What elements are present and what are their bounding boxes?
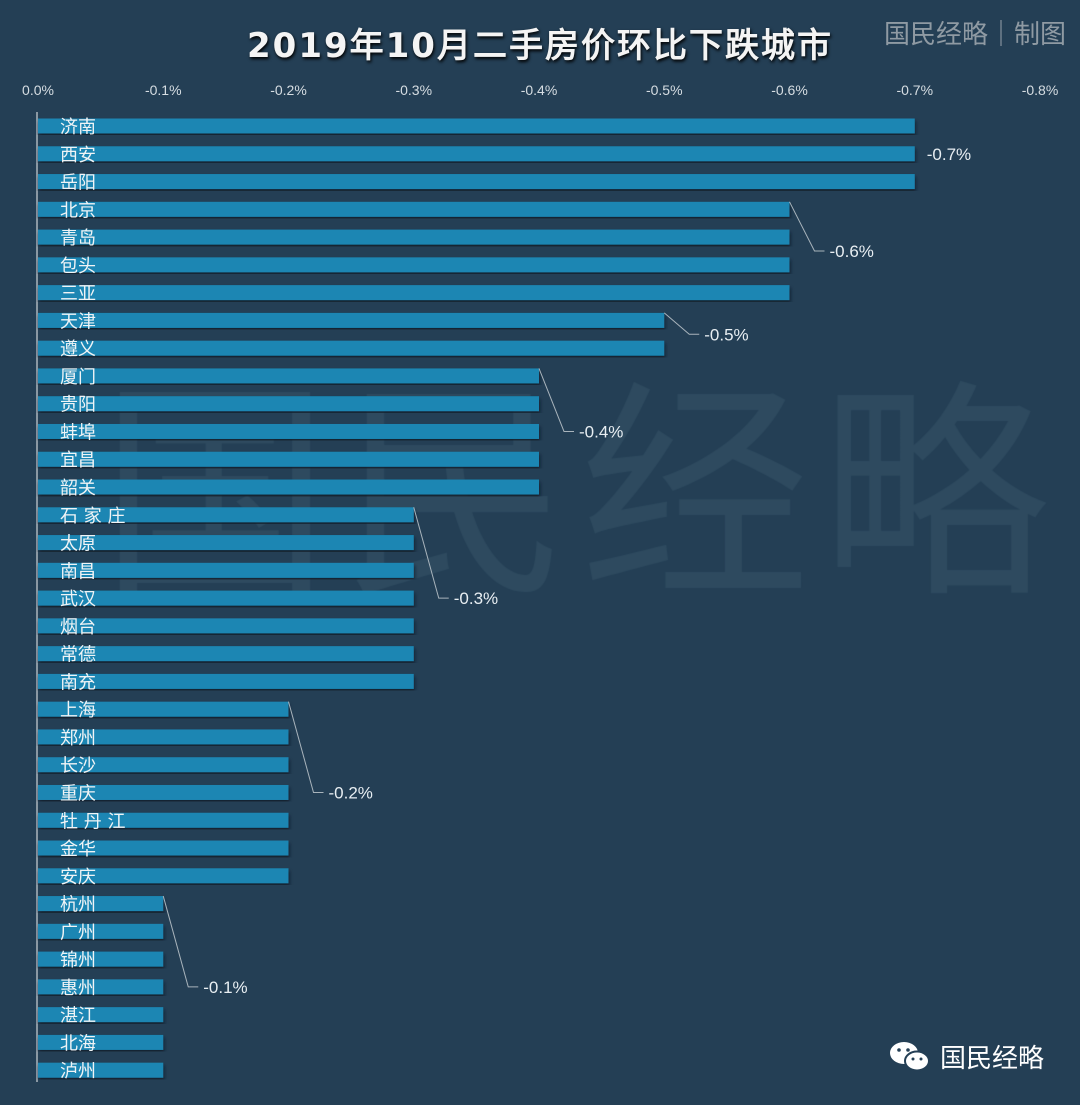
bar (38, 1007, 164, 1023)
category-label: 广州 (60, 922, 96, 943)
leader-line (413, 507, 449, 599)
bar (38, 590, 414, 606)
category-label: 长沙 (60, 756, 96, 777)
data-label: -0.6% (830, 242, 874, 261)
category-label: 南昌 (60, 561, 96, 582)
category-label: 常德 (60, 645, 96, 666)
bar (38, 146, 915, 162)
category-label: 武汉 (60, 589, 96, 610)
chart-title: 2019年10月二手房价环比下跌城市 (247, 26, 833, 66)
bar (38, 729, 289, 745)
category-label: 湛江 (60, 1006, 96, 1027)
category-label: 青岛 (60, 228, 96, 249)
bar (38, 951, 164, 967)
data-label: -0.1% (203, 978, 247, 997)
category-label: 遵义 (60, 339, 96, 360)
bar (38, 784, 289, 800)
category-label: 贵阳 (60, 395, 96, 416)
bar (38, 535, 414, 551)
category-label: 重庆 (60, 783, 96, 804)
x-tick-label: -0.8% (1022, 82, 1059, 98)
category-label: 宜昌 (60, 450, 96, 471)
x-tick-label: -0.5% (646, 82, 683, 98)
bar (38, 979, 164, 995)
bar (38, 340, 665, 356)
bar (38, 451, 539, 467)
footer-text: 国民经略 (939, 1044, 1044, 1074)
leader-line (789, 201, 825, 252)
x-tick-label: -0.7% (896, 82, 933, 98)
data-label: -0.2% (329, 783, 373, 802)
category-label: 北京 (60, 200, 96, 221)
data-label: -0.5% (704, 325, 748, 344)
category-label: 郑州 (60, 728, 96, 749)
bar (38, 1034, 164, 1050)
x-tick-label: -0.2% (270, 82, 307, 98)
x-tick-label: -0.3% (395, 82, 432, 98)
wechat-icon (889, 1041, 930, 1071)
bar (38, 368, 539, 384)
leader-line (162, 895, 199, 988)
x-tick-label: -0.1% (145, 82, 182, 98)
category-label: 烟台 (60, 617, 96, 638)
category-label: 惠州 (60, 978, 96, 999)
category-label: 西安 (60, 145, 96, 166)
category-label: 包头 (60, 256, 96, 277)
data-label: -0.4% (579, 422, 623, 441)
bar (38, 423, 539, 439)
footer-brand: 国民经略 (888, 1038, 1044, 1075)
bar (38, 562, 414, 578)
bar (38, 896, 164, 912)
category-label: 石 家 庄 (60, 506, 125, 527)
bar (38, 174, 915, 190)
bar (38, 701, 289, 717)
category-label: 安庆 (60, 867, 96, 888)
bar (38, 118, 915, 134)
category-label: 天津 (60, 311, 96, 332)
category-label: 杭州 (60, 895, 96, 916)
leader-line (288, 701, 324, 793)
bar (38, 285, 790, 301)
bar (38, 618, 414, 634)
category-label: 南充 (60, 672, 96, 693)
x-tick-label: 0.0% (22, 82, 54, 98)
leader-line (538, 368, 574, 432)
bar (38, 868, 289, 884)
category-label: 济南 (60, 117, 96, 138)
bar (38, 507, 414, 523)
category-label: 金华 (60, 839, 96, 860)
category-label: 北海 (60, 1033, 96, 1054)
leader-line (663, 312, 700, 335)
category-label: 蚌埠 (60, 422, 96, 443)
category-label: 岳阳 (60, 173, 96, 194)
bar (38, 1062, 164, 1078)
data-label: -0.7% (927, 145, 971, 164)
bar (38, 923, 164, 939)
brand-logo: 国民经略｜制图 (883, 20, 1066, 50)
bar (38, 257, 790, 273)
category-label: 韶关 (60, 478, 96, 499)
x-tick-label: -0.6% (771, 82, 808, 98)
bar (38, 840, 289, 856)
bar (38, 673, 414, 689)
bar (38, 646, 414, 662)
x-tick-label: -0.4% (521, 82, 558, 98)
category-label: 牡 丹 江 (60, 811, 125, 832)
category-label: 锦州 (60, 950, 96, 971)
category-label: 泸州 (60, 1061, 96, 1082)
data-label: -0.3% (454, 589, 498, 608)
bar (38, 479, 539, 495)
category-label: 太原 (60, 534, 96, 555)
bar (38, 312, 665, 328)
bar (38, 396, 539, 412)
bar (38, 201, 790, 217)
bar (38, 229, 790, 245)
bar (38, 812, 289, 828)
category-label: 上海 (60, 700, 96, 721)
category-label: 三亚 (60, 284, 96, 305)
bar (38, 757, 289, 773)
category-label: 厦门 (60, 367, 96, 388)
